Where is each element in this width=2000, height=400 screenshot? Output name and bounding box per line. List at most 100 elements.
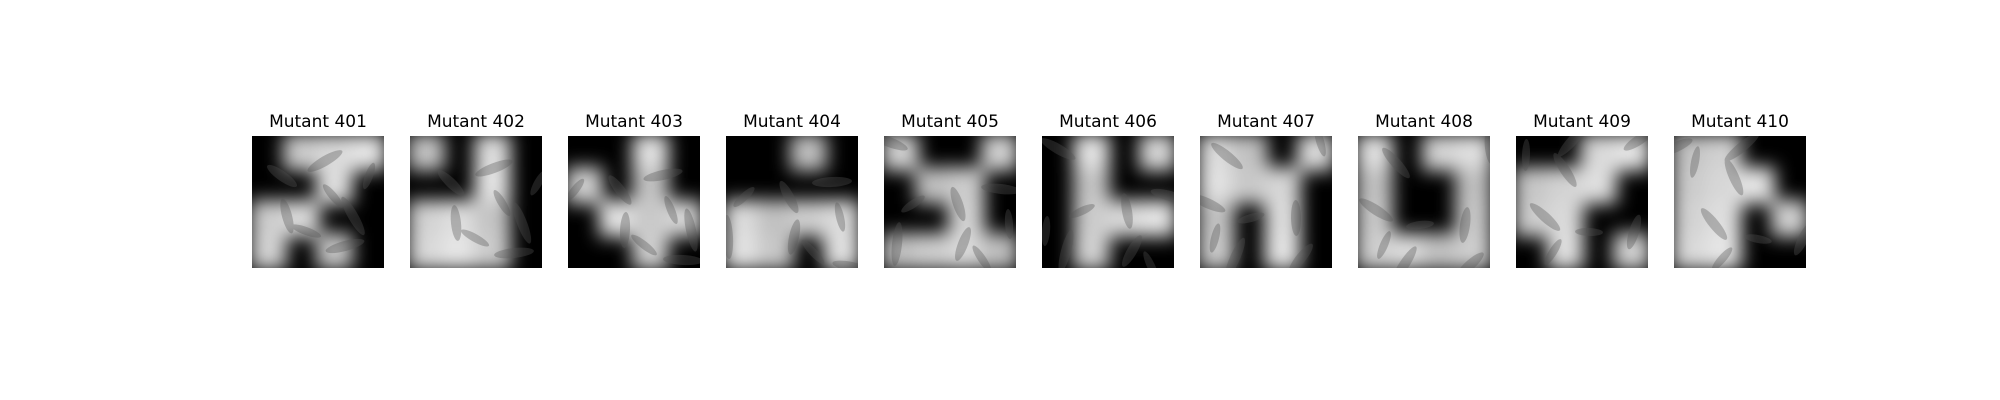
cell-shape (1224, 237, 1246, 268)
cell-shape (1209, 223, 1221, 253)
cell-shape (834, 202, 846, 232)
mask-region (1264, 200, 1301, 237)
cell-shape (1042, 138, 1076, 160)
mask-region (1455, 233, 1490, 268)
cell-shape (290, 224, 322, 238)
mask-region (1771, 200, 1806, 237)
cell-shape (1711, 247, 1733, 268)
mask-region (1200, 200, 1235, 237)
mask-region (1231, 167, 1268, 204)
panel-cell: Mutant 401 (252, 0, 384, 400)
cell-shape (475, 159, 513, 177)
mask-region (283, 200, 320, 237)
cell-shape (726, 215, 734, 259)
cell-shape (1406, 220, 1434, 230)
mask-image (410, 136, 542, 268)
cell-shape (437, 169, 465, 197)
cell-shape (619, 212, 631, 248)
cell-shape (664, 196, 678, 224)
mask-region (1297, 136, 1332, 171)
mask-region (1674, 136, 1709, 171)
mask-region (1674, 200, 1709, 237)
mask-region (948, 233, 985, 268)
cell-shape (450, 205, 462, 241)
cell-shape (733, 187, 755, 207)
panel-cell: Mutant 405 (884, 0, 1016, 400)
mask-region (349, 136, 384, 171)
panel-image (568, 136, 700, 268)
mask-region (915, 167, 952, 204)
cell-shape (1700, 208, 1728, 240)
mask-image (568, 136, 700, 268)
cell-shape (1377, 231, 1391, 259)
mask-region (884, 136, 919, 171)
mask-region (1139, 136, 1174, 171)
cell-shape (1150, 188, 1174, 204)
mask-region (1738, 167, 1775, 204)
cell-shape (1290, 200, 1302, 236)
mask-image (1042, 136, 1174, 268)
cell-shape (1724, 136, 1760, 162)
panel-title: Mutant 405 (901, 112, 999, 132)
mask-region (1516, 200, 1551, 237)
cell-shape (1122, 235, 1142, 267)
mask-region (1358, 136, 1393, 171)
mask-region (568, 167, 603, 204)
mask-region (726, 200, 761, 237)
mask-region (823, 200, 858, 237)
cell-shape (494, 247, 534, 259)
mask-region (1231, 136, 1268, 171)
mask-region (1200, 167, 1235, 204)
mask-region (474, 167, 511, 204)
panel-image (1200, 136, 1332, 268)
mask-region (1106, 200, 1143, 237)
mask-image (1358, 136, 1490, 268)
cell-shape (362, 162, 376, 190)
cell-shape (1143, 251, 1159, 268)
mask-region (252, 233, 287, 268)
cell-shape (779, 180, 799, 214)
mask-region (948, 200, 985, 237)
mask-region (1674, 167, 1709, 204)
panel-title: Mutant 404 (743, 112, 841, 132)
cell-shape (322, 184, 344, 208)
cell-shape (1744, 234, 1772, 244)
cell-shape (955, 227, 971, 261)
panel-cell: Mutant 406 (1042, 0, 1174, 400)
cell-shape (631, 234, 657, 256)
cell-shape (1042, 216, 1051, 246)
cell-shape (568, 178, 585, 202)
mask-region (410, 200, 445, 237)
mask-region (1455, 200, 1490, 237)
mask-image (726, 136, 858, 268)
mask-image (252, 136, 384, 268)
cell-shape (1623, 136, 1648, 151)
cell-shape (460, 229, 490, 247)
mask-region (316, 167, 353, 204)
mask-region (1073, 233, 1110, 268)
mask-region (1200, 233, 1235, 268)
cell-shape (981, 183, 1016, 195)
mask-region (1705, 233, 1742, 268)
panel-image (410, 136, 542, 268)
cell-shape (325, 238, 365, 254)
mask-region (1580, 136, 1617, 171)
panel-image (726, 136, 858, 268)
cell-shape (901, 195, 925, 213)
mask-region (884, 233, 919, 268)
mask-region (790, 200, 827, 237)
panel-title: Mutant 401 (269, 112, 367, 132)
mask-region (316, 136, 353, 171)
panel-image (1358, 136, 1490, 268)
cell-shape (512, 202, 532, 244)
cell-shape (684, 208, 698, 252)
cell-shape (1200, 193, 1226, 213)
cell-shape (1359, 198, 1393, 222)
cell-shape (891, 222, 903, 266)
mask-region (1073, 167, 1110, 204)
cell-shape (1211, 142, 1243, 170)
cell-shape (1557, 136, 1589, 157)
cell-shape (1004, 209, 1014, 239)
mask-region (1547, 233, 1584, 268)
mask-region (1358, 167, 1393, 204)
